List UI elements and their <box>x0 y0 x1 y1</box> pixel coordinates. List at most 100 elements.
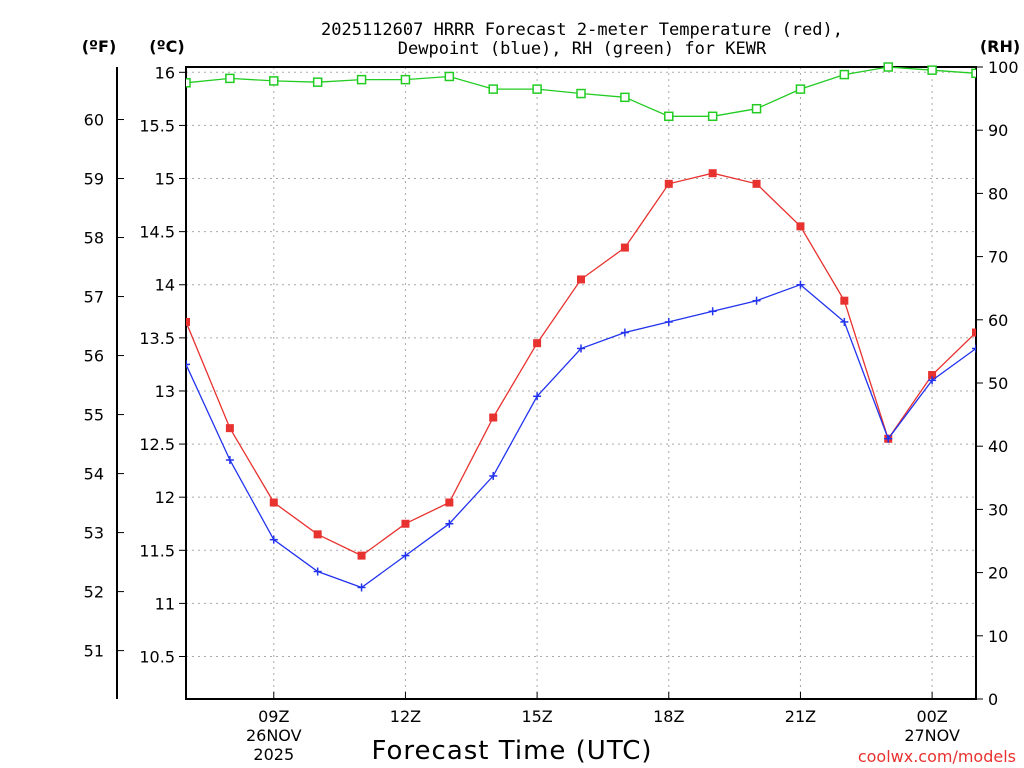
dewpoint-point <box>269 535 278 544</box>
date-tick-label: 27NOV <box>904 726 960 745</box>
temperature-point <box>445 498 454 507</box>
temperature-point <box>533 339 542 348</box>
fahrenheit-tick-label: 53 <box>84 524 104 543</box>
rh-point <box>576 88 586 99</box>
rh-tick-label: 30 <box>988 500 1008 519</box>
temperature-point <box>269 498 278 507</box>
temperature-point <box>489 413 498 422</box>
fahrenheit-tick-label: 60 <box>84 111 104 130</box>
rh-point <box>839 69 850 80</box>
temperature-point <box>840 296 849 305</box>
dewpoint-point <box>796 280 805 289</box>
temperature-point <box>664 179 673 188</box>
celsius-tick-label: 14.5 <box>139 223 175 242</box>
rh-point <box>707 111 718 122</box>
time-tick-label: 09Z <box>258 707 289 726</box>
rh-point <box>532 84 542 94</box>
celsius-tick-label: 12 <box>155 488 175 507</box>
celsius-tick-label: 14 <box>155 276 175 295</box>
dewpoint-point <box>884 434 893 443</box>
rh-point <box>312 77 323 87</box>
gridlines <box>186 67 976 699</box>
rh-tick-label: 20 <box>988 564 1008 583</box>
fahrenheit-tick-label: 56 <box>84 347 104 366</box>
temperature-point <box>186 317 190 326</box>
rh-tick-label: 100 <box>988 58 1019 77</box>
rh-point <box>356 74 367 85</box>
year-tick-label: 2025 <box>253 745 294 764</box>
chart-title-line-2: Dewpoint (blue), RH (green) for KEWR <box>398 39 767 59</box>
rh-tick-label: 90 <box>988 121 1008 140</box>
rh-point <box>883 62 893 72</box>
dewpoint-point <box>225 456 234 465</box>
celsius-unit-label: (ºC) <box>149 37 184 56</box>
temperature-line <box>186 172 976 557</box>
temperature-point <box>225 424 234 433</box>
celsius-tick-label: 11 <box>155 594 175 613</box>
source-credit: coolwx.com/models <box>858 747 1016 766</box>
rh-point <box>664 111 674 122</box>
temperature-point <box>972 328 976 337</box>
time-tick-label: 12Z <box>390 707 421 726</box>
rh-tick-label: 0 <box>988 690 998 709</box>
tick-labels: 10.51111.51212.51313.51414.51515.51609Z2… <box>84 58 1019 764</box>
time-tick-label: 00Z <box>916 707 947 726</box>
rh-point <box>400 74 411 85</box>
celsius-tick-label: 15.5 <box>139 116 175 135</box>
temperature-point <box>708 169 717 178</box>
celsius-tick-label: 15 <box>155 170 175 189</box>
dewpoint-point <box>489 471 498 480</box>
rh-point <box>751 103 762 114</box>
rh-tick-label: 80 <box>988 184 1008 203</box>
rh-point <box>488 84 498 94</box>
dewpoint-point <box>577 344 585 353</box>
fahrenheit-tick-label: 52 <box>84 583 104 602</box>
dewpoint-point <box>186 360 190 369</box>
fahrenheit-tick-label: 54 <box>84 465 104 484</box>
fahrenheit-unit-label: (ºF) <box>82 37 117 56</box>
dewpoint-point <box>445 519 454 528</box>
dewpoint-point <box>752 296 761 305</box>
dewpoint-point <box>664 317 673 326</box>
celsius-tick-label: 13.5 <box>139 329 175 348</box>
series-temperature <box>186 169 976 560</box>
time-tick-label: 15Z <box>521 707 552 726</box>
temperature-point <box>401 519 410 528</box>
dewpoint-point <box>313 567 322 576</box>
temperature-point <box>796 222 805 231</box>
dewpoint-point <box>972 344 976 353</box>
date-tick-label: 26NOV <box>246 726 302 745</box>
fahrenheit-tick-label: 59 <box>84 170 104 189</box>
dewpoint-point <box>357 583 366 592</box>
celsius-tick-label: 16 <box>155 63 175 82</box>
rh-point <box>971 68 976 79</box>
dewpoint-point <box>928 376 937 385</box>
fahrenheit-tick-label: 58 <box>84 229 104 248</box>
time-tick-label: 18Z <box>653 707 684 726</box>
dewpoint-line <box>186 283 976 589</box>
rh-tick-label: 70 <box>988 248 1008 267</box>
rh-tick-label: 50 <box>988 374 1008 393</box>
celsius-tick-label: 11.5 <box>139 541 175 560</box>
celsius-tick-label: 10.5 <box>139 648 175 667</box>
rh-unit-label: (RH) <box>980 37 1020 56</box>
chart-title-line-1: 2025112607 HRRR Forecast 2-meter Tempera… <box>321 20 843 40</box>
rh-point <box>927 65 937 75</box>
temperature-point <box>928 371 937 380</box>
rh-point <box>444 71 455 82</box>
plot-frame <box>185 66 977 700</box>
fahrenheit-tick-label: 51 <box>84 642 104 661</box>
fahrenheit-tick-label: 55 <box>84 406 104 425</box>
axes <box>116 66 983 700</box>
rh-point <box>795 84 806 94</box>
rh-tick-label: 60 <box>988 311 1008 330</box>
celsius-tick-label: 12.5 <box>139 435 175 454</box>
temperature-point <box>313 530 322 539</box>
series-rh <box>186 62 976 122</box>
rh-point <box>269 76 279 86</box>
dewpoint-point <box>840 317 849 326</box>
dewpoint-point <box>401 551 410 560</box>
data-series <box>186 62 976 592</box>
temperature-point <box>357 551 366 560</box>
